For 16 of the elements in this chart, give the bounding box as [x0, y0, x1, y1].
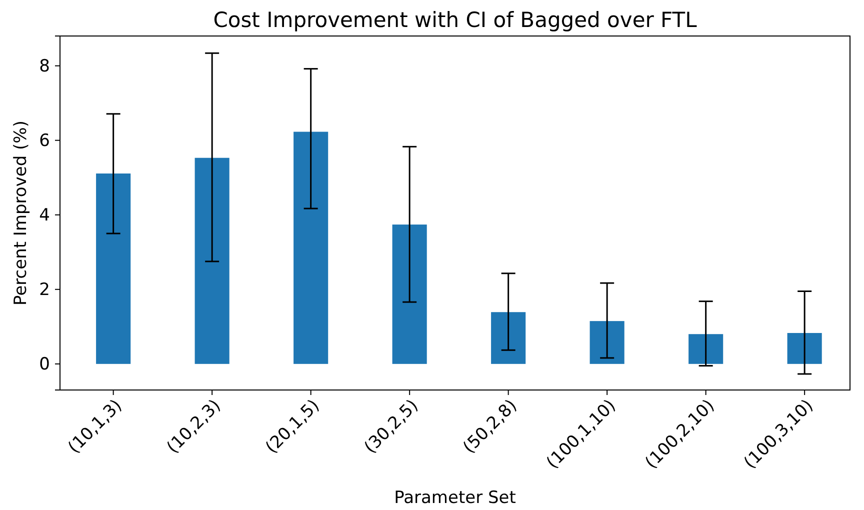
y-tick-label: 0 [39, 354, 50, 374]
y-axis-title: Percent Improved (%) [11, 120, 31, 306]
y-tick-label: 6 [39, 130, 50, 151]
bar [96, 174, 131, 364]
bar [194, 158, 230, 364]
bar [294, 132, 328, 364]
x-axis-title: Parameter Set [394, 488, 516, 508]
bar [688, 334, 724, 364]
bar [392, 224, 427, 364]
chart-title: Cost Improvement with CI of Bagged over FTL [213, 8, 698, 32]
bar [787, 332, 822, 364]
bar [491, 312, 526, 364]
y-tick-label: 2 [39, 280, 50, 300]
y-tick-label: 8 [39, 56, 50, 76]
y-tick-label: 4 [39, 205, 50, 226]
bar [590, 321, 624, 364]
